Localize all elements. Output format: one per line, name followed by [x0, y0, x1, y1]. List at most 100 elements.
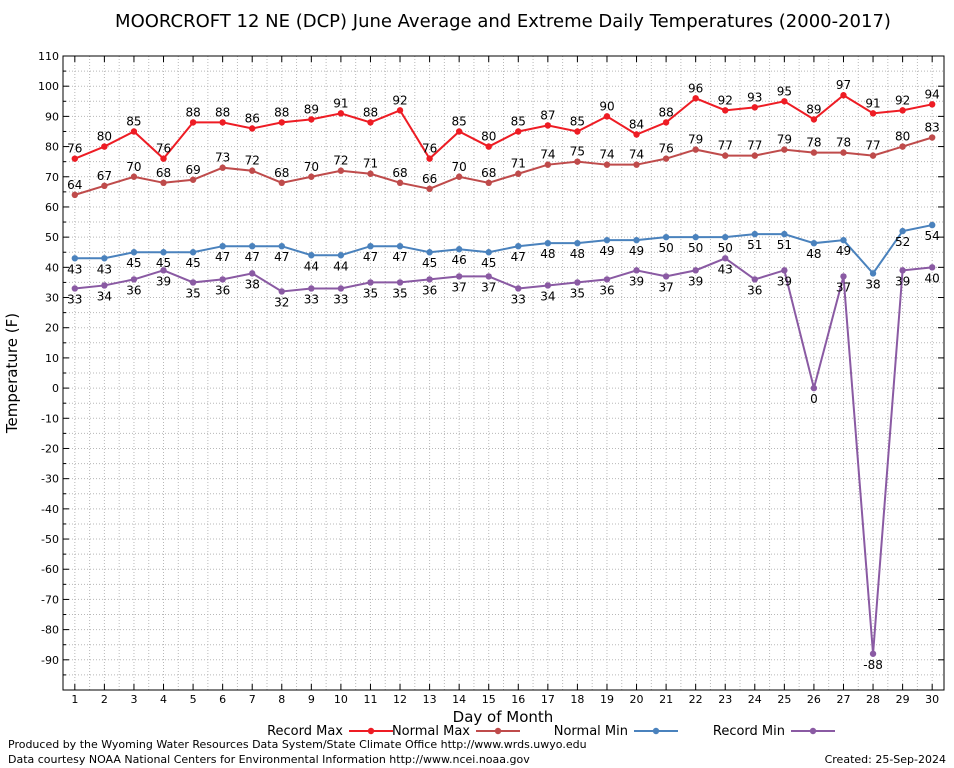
data-point-record-max — [249, 125, 256, 132]
data-point-normal-max — [603, 161, 611, 168]
legend-label-normal-min: Normal Min — [554, 724, 628, 738]
data-point-record-max — [515, 128, 522, 135]
data-point-normal-min — [189, 249, 197, 256]
x-tick-label: 23 — [718, 693, 732, 706]
data-point-record-max — [544, 122, 552, 129]
data-point-normal-max — [278, 179, 285, 186]
data-label-record-min: 39 — [777, 274, 792, 288]
data-point-normal-max — [810, 149, 818, 156]
data-label-record-min: 32 — [274, 295, 289, 309]
y-tick-label: 20 — [45, 322, 59, 335]
x-tick-label: 21 — [659, 693, 673, 706]
data-point-normal-min — [751, 230, 758, 238]
data-label-record-min: 36 — [747, 283, 762, 297]
data-label-normal-max: 66 — [422, 172, 437, 186]
data-label-normal-max: 79 — [777, 133, 792, 147]
data-point-normal-max — [396, 179, 404, 186]
y-tick-label: -60 — [41, 563, 59, 576]
data-label-record-max: 76 — [156, 142, 171, 156]
x-tick-label: 7 — [249, 693, 256, 706]
data-label-record-min: 39 — [895, 274, 910, 288]
data-label-normal-max: 73 — [215, 151, 230, 165]
data-point-record-max — [396, 107, 404, 114]
y-tick-label: -40 — [41, 503, 59, 516]
data-label-record-min: 36 — [126, 283, 141, 297]
data-point-normal-max — [426, 185, 433, 193]
y-tick-label: 50 — [45, 231, 59, 244]
x-tick-label: 16 — [511, 693, 525, 706]
legend-swatch-marker-record-min — [809, 727, 817, 735]
y-tick-label: 100 — [38, 80, 59, 93]
data-point-record-min — [130, 276, 138, 283]
data-label-normal-min: 47 — [215, 250, 230, 264]
data-point-record-max — [337, 110, 345, 117]
data-point-record-min — [869, 650, 877, 657]
x-tick-label: 29 — [896, 693, 910, 706]
data-label-normal-max: 67 — [97, 169, 112, 183]
data-point-normal-min — [692, 233, 699, 241]
y-tick-label: 60 — [45, 201, 59, 214]
data-point-record-min — [662, 273, 670, 280]
x-tick-label: 27 — [836, 693, 850, 706]
x-tick-label: 4 — [160, 693, 167, 706]
legend-swatch-marker-record-max — [367, 727, 375, 735]
data-point-normal-max — [101, 182, 108, 190]
data-point-normal-min — [396, 243, 404, 250]
x-tick-label: 24 — [748, 693, 762, 706]
data-label-record-min: 33 — [333, 292, 348, 306]
data-label-normal-min: 38 — [865, 277, 880, 291]
data-label-record-max: 92 — [895, 93, 910, 107]
data-point-normal-min — [71, 255, 79, 262]
data-label-normal-max: 71 — [511, 157, 526, 171]
data-point-record-min — [249, 270, 256, 277]
data-label-normal-min: 47 — [392, 250, 407, 264]
data-point-normal-max — [899, 143, 906, 150]
data-label-record-max: 93 — [747, 90, 762, 104]
data-label-normal-min: 45 — [126, 256, 141, 270]
data-point-normal-min — [426, 249, 433, 256]
data-label-record-min: 37 — [452, 280, 467, 294]
data-label-record-min: 37 — [658, 280, 673, 294]
data-label-record-max: 95 — [777, 84, 792, 98]
data-label-record-max: 89 — [304, 102, 319, 116]
created-date: Created: 25-Sep-2024 — [824, 753, 946, 766]
x-tick-label: 1 — [71, 693, 78, 706]
y-tick-label: 10 — [45, 352, 59, 365]
data-point-normal-min — [278, 243, 285, 250]
x-tick-label: 2 — [101, 693, 108, 706]
x-tick-label: 11 — [363, 693, 377, 706]
data-label-normal-max: 83 — [925, 121, 940, 135]
data-label-record-max: 87 — [540, 108, 555, 122]
series-line-record-max — [74, 94, 933, 161]
data-label-record-max: 92 — [392, 93, 407, 107]
data-label-record-max: 88 — [363, 105, 378, 119]
data-point-record-min — [692, 267, 699, 274]
data-label-record-max: 96 — [688, 81, 703, 95]
x-tick-label: 13 — [423, 693, 437, 706]
data-label-record-min: 39 — [629, 274, 644, 288]
data-point-normal-max — [130, 173, 138, 180]
data-label-record-max: 88 — [215, 105, 230, 119]
data-label-record-min: -88 — [863, 658, 883, 672]
data-point-normal-max — [869, 152, 877, 159]
data-point-normal-max — [367, 170, 374, 177]
x-tick-label: 8 — [278, 693, 285, 706]
data-label-record-min: 37 — [836, 280, 851, 294]
y-tick-label: 90 — [45, 110, 59, 123]
data-point-record-max — [928, 101, 936, 108]
data-point-record-max — [722, 107, 729, 114]
data-label-record-min: 36 — [422, 283, 437, 297]
data-point-normal-max — [189, 176, 197, 183]
data-point-record-max — [603, 113, 611, 120]
data-label-normal-max: 75 — [570, 145, 585, 159]
y-tick-label: -70 — [41, 593, 59, 606]
data-label-record-min: 35 — [392, 286, 407, 300]
data-point-normal-min — [455, 246, 463, 253]
x-tick-label: 3 — [130, 693, 137, 706]
data-point-record-min — [574, 279, 581, 286]
data-label-normal-max: 70 — [304, 160, 319, 174]
y-tick-label: -50 — [41, 533, 59, 546]
x-axis-label: Day of Month — [453, 708, 554, 726]
data-label-normal-max: 70 — [126, 160, 141, 174]
data-point-record-min — [515, 285, 522, 292]
